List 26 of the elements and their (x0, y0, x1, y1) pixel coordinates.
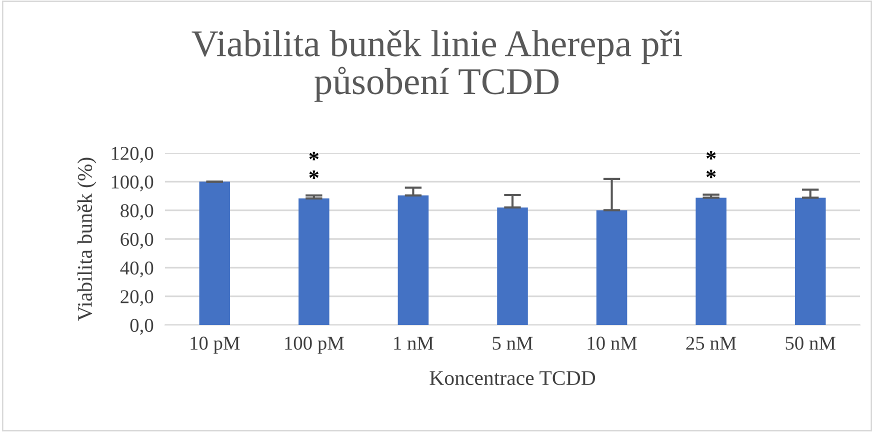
y-tick-label: 80,0 (120, 204, 154, 220)
bar (298, 198, 330, 325)
bar (398, 195, 429, 325)
x-tick-label: 10 nM (588, 336, 637, 350)
bar (199, 182, 230, 325)
y-tick-label: 120,0 (112, 146, 154, 163)
y-tick-label: 60,0 (120, 232, 154, 249)
y-tick-label: 0,0 (130, 318, 154, 335)
y-axis-title: Viabilita buněk (%) (77, 158, 96, 321)
bar (497, 207, 528, 325)
chart-title: Viabilita buněk linie Aherepa při působení TCDD (192, 30, 682, 102)
y-tick-label: 40,0 (120, 261, 154, 278)
x-tick-label: 1 nM (394, 336, 434, 350)
bar (696, 198, 726, 325)
x-tick-label: 50 nM (786, 336, 836, 350)
y-tick-label: 20,0 (120, 290, 154, 306)
x-tick-label: 5 nM (492, 336, 533, 350)
x-axis-title: Koncentrace TCDD (430, 371, 596, 386)
y-tick-label: 100,0 (112, 175, 154, 192)
x-tick-label: 25 nM (686, 336, 736, 350)
annotation: * * (706, 151, 716, 178)
x-tick-label: 100 pM (285, 336, 344, 354)
x-tick-label: 10 pM (190, 336, 240, 354)
bar (596, 210, 628, 325)
bar (794, 198, 826, 325)
annotation: * * (309, 152, 319, 179)
